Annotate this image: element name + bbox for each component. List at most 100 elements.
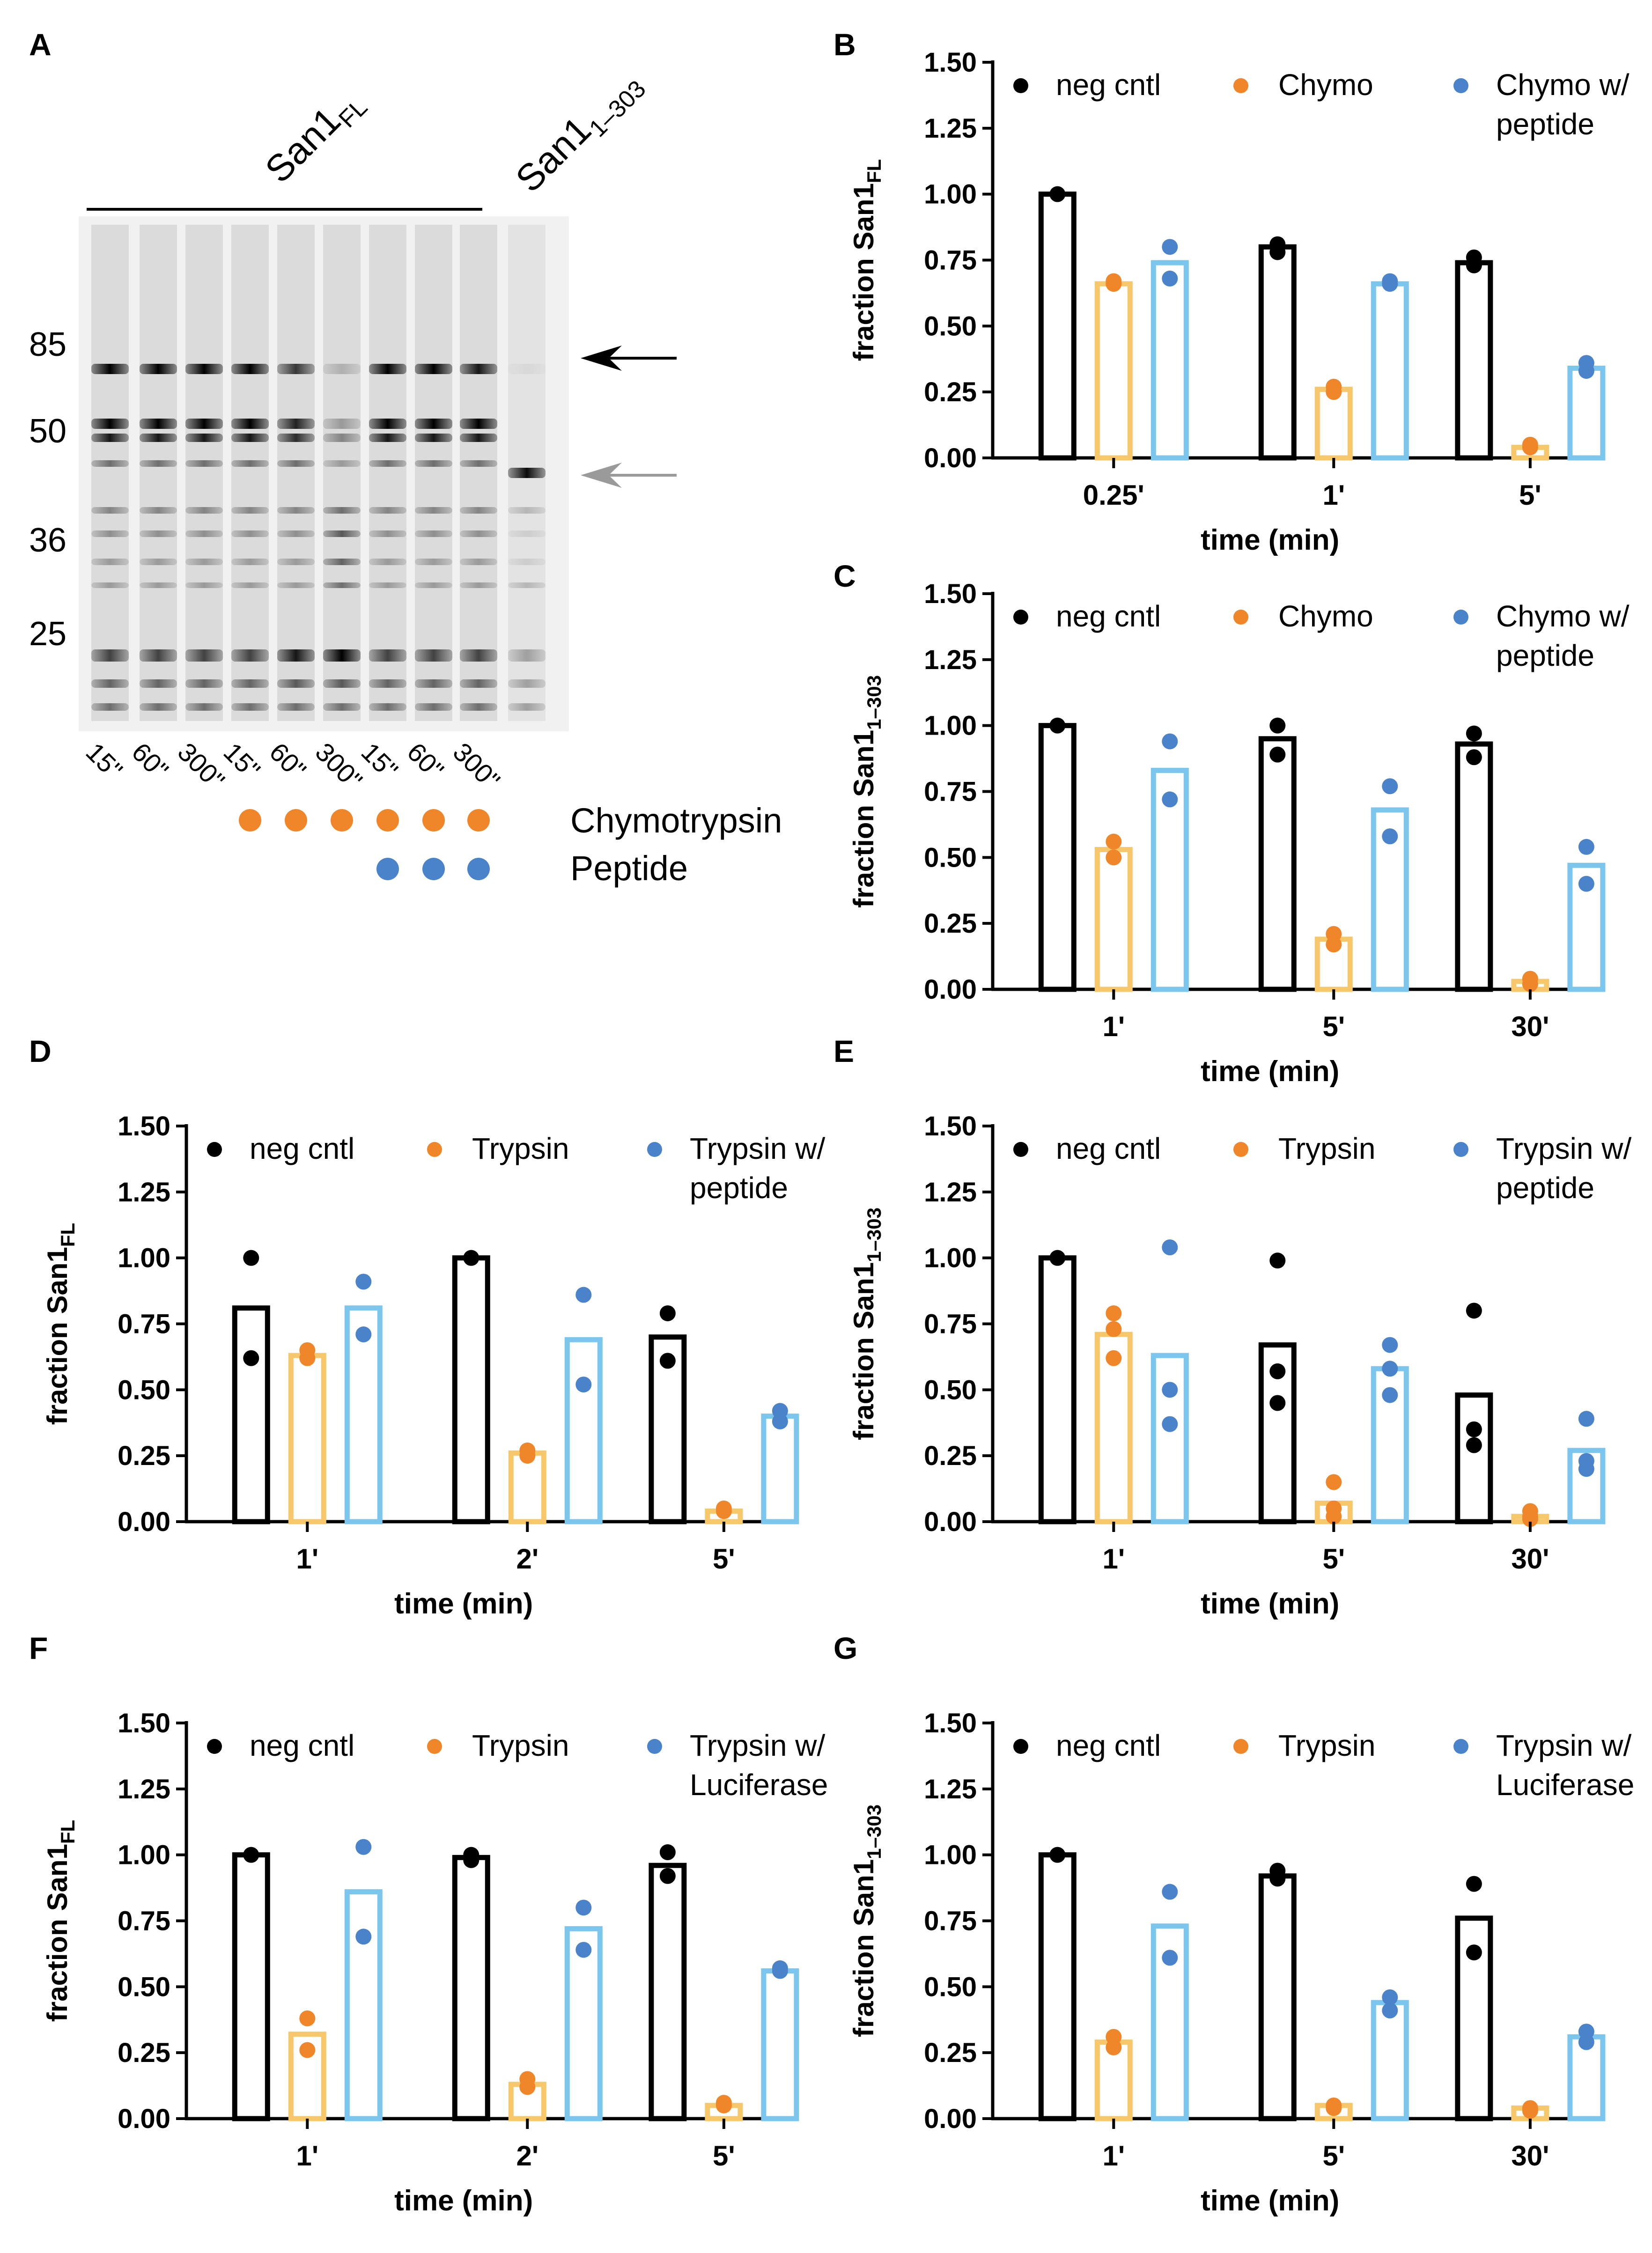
x-axis-label: time (min): [1201, 2185, 1339, 2217]
y-tick-label: 1.50: [924, 1708, 977, 1738]
y-tick-label: 0.00: [924, 2104, 977, 2134]
bar-neg-cntl: [1038, 1852, 1077, 2121]
lane-time-label: 300": [310, 737, 369, 795]
gel-band: [415, 649, 452, 662]
gel-band: [231, 507, 269, 514]
condition-dots: [239, 809, 490, 880]
gel-band: [415, 507, 452, 514]
legend-label-continued: peptide: [1496, 107, 1594, 141]
y-tick-label: 0.50: [924, 1972, 977, 2002]
panel-label-b: B: [833, 27, 856, 62]
data-point: [659, 1353, 676, 1369]
bar-chymo-w-peptide: [1567, 862, 1606, 992]
data-point: [463, 1250, 479, 1266]
gel-band: [460, 364, 497, 374]
gel-band: [460, 649, 497, 662]
x-axis-label: time (min): [1201, 1055, 1339, 1088]
data-point: [1466, 725, 1482, 742]
data-point: [772, 1403, 788, 1419]
mw-marker-85: 85: [29, 326, 66, 363]
data-point: [1049, 1847, 1066, 1863]
gel-band: [508, 703, 546, 711]
gel-band: [415, 559, 452, 565]
data-point: [1382, 778, 1398, 795]
y-tick-label: 0.50: [118, 1375, 170, 1405]
gel-band: [508, 679, 546, 688]
gel-band: [277, 703, 315, 711]
gel-lane: [460, 225, 497, 721]
bar-chymo-w-peptide: [1150, 260, 1189, 461]
bar-chymo-w-peptide: [1567, 365, 1606, 461]
data-point: [1269, 746, 1286, 763]
gel-band: [369, 419, 406, 429]
gel-band: [460, 530, 497, 537]
y-tick-label: 0.00: [924, 443, 977, 473]
lane-time-label: 60": [126, 737, 175, 785]
gel-band: [231, 582, 269, 588]
data-point: [1106, 849, 1122, 866]
data-point: [1269, 1252, 1286, 1269]
data-point: [1106, 1305, 1122, 1321]
gel-band: [415, 364, 452, 374]
gel-panel: A San1FL San11–303 85 50 36 25 15"60"300…: [29, 27, 782, 888]
gel-band: [91, 649, 129, 662]
gel-band: [91, 582, 129, 588]
x-tick-label: 5': [713, 1543, 735, 1575]
chymotrypsin-dot: [239, 809, 261, 832]
lane-time-label: 300": [172, 737, 231, 795]
data-point: [1466, 1421, 1482, 1437]
y-tick-label: 0.75: [118, 1309, 170, 1340]
x-tick-label: 30': [1511, 1011, 1549, 1042]
legend-label-continued: peptide: [690, 1171, 788, 1205]
gel-band: [231, 530, 269, 537]
data-point: [1162, 791, 1178, 808]
y-axis-label: fraction San1FL: [42, 1223, 79, 1425]
bar-chymo-w-peptide: [1150, 767, 1189, 992]
legend-marker: [1233, 78, 1248, 93]
y-tick-label: 1.25: [924, 113, 977, 144]
gel-lane: [185, 225, 223, 721]
gel-band: [91, 703, 129, 711]
panel-label-a: A: [29, 27, 52, 62]
gel-band: [91, 679, 129, 688]
y-tick-label: 1.50: [118, 1708, 170, 1738]
bar-neg-cntl: [1258, 244, 1297, 461]
data-point: [1162, 1416, 1178, 1432]
gel-band: [277, 559, 315, 565]
data-point: [772, 1960, 788, 1976]
data-point: [1326, 378, 1342, 395]
construct-full-label: San1FL: [257, 79, 373, 195]
gel-band: [460, 582, 497, 588]
legend-marker: [1013, 78, 1028, 93]
gel-band: [91, 507, 129, 514]
peptide-dot: [467, 858, 490, 880]
construct-trunc-subscript: 1–303: [584, 75, 651, 142]
gel-band: [508, 468, 546, 478]
legend-label: Trypsin w/: [690, 1132, 825, 1165]
y-tick-label: 0.50: [924, 842, 977, 873]
gel-band: [231, 419, 269, 429]
gel-band: [460, 703, 497, 711]
gel-band: [323, 530, 361, 537]
data-point: [243, 1847, 259, 1863]
data-point: [1049, 717, 1066, 734]
lane-time-label: 300": [448, 737, 506, 795]
peptide-dot: [422, 858, 445, 880]
y-axis-label-subscript: FL: [57, 1223, 79, 1247]
data-point: [1522, 1503, 1538, 1519]
x-tick-label: 5': [1322, 1543, 1345, 1575]
gel-band: [508, 582, 546, 588]
chart-panel-f: F 0.00 0.25 0.50 0.75 1.00 1.25 1.50 fraction Sa…: [29, 1631, 828, 2217]
y-tick-label: 1.00: [118, 1840, 170, 1870]
y-axis-label-text: fraction San1: [848, 183, 879, 361]
gel-band: [369, 649, 406, 662]
data-point: [1106, 1350, 1122, 1366]
data-point: [575, 1942, 592, 1958]
panel-label-c: C: [833, 559, 856, 593]
x-tick-label: 5': [1519, 479, 1541, 511]
bar-chymo: [1094, 281, 1133, 461]
data-point: [1162, 1239, 1178, 1256]
data-point: [1382, 1337, 1398, 1353]
gel-band: [323, 364, 361, 374]
